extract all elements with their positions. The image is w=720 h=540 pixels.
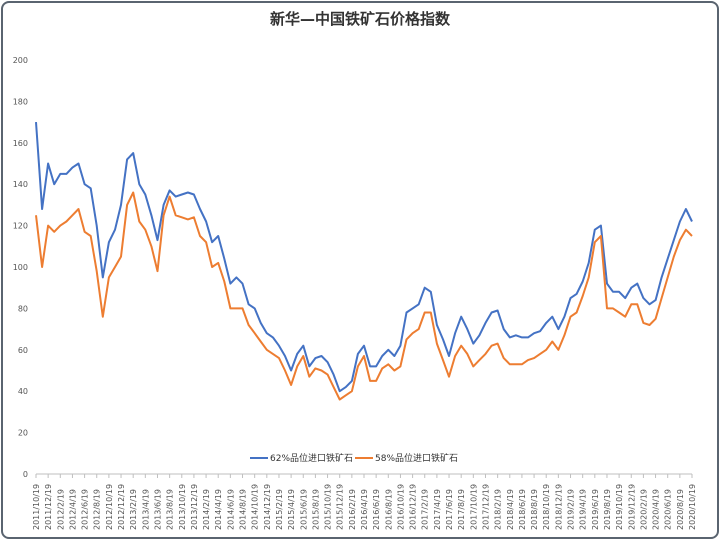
x-tick-label: 2015/6/19 xyxy=(299,489,308,530)
x-tick-label: 2014/12/19 xyxy=(263,484,272,530)
x-tick-label: 2015/10/19 xyxy=(324,484,333,530)
x-tick-label: 2013/8/19 xyxy=(166,489,175,530)
y-tick-label: 80 xyxy=(18,304,28,313)
x-tick-label: 2016/8/19 xyxy=(384,489,393,530)
x-tick-label: 2016/12/19 xyxy=(409,484,418,530)
y-tick-label: 0 xyxy=(23,470,28,479)
x-tick-label: 2011/10/19 xyxy=(32,484,41,530)
legend-label: 62%品位进口铁矿石 xyxy=(270,452,353,464)
x-tick-label: 2014/4/19 xyxy=(214,489,223,530)
series-line-62 xyxy=(35,122,693,393)
x-tick-label: 2012/2/19 xyxy=(56,489,65,530)
x-tick-label: 2018/10/19 xyxy=(542,484,551,530)
x-tick-label: 2018/4/19 xyxy=(506,489,515,530)
x-tick-label: 2019/4/19 xyxy=(579,489,588,530)
x-tick-label: 2013/4/19 xyxy=(141,489,150,530)
series-line-58 xyxy=(35,191,693,401)
x-tick-label: 2018/12/19 xyxy=(554,484,563,530)
x-tick-label: 2020/4/19 xyxy=(652,489,661,530)
x-tick-label: 2014/6/19 xyxy=(226,489,235,530)
x-tick-label: 2015/2/19 xyxy=(275,489,284,530)
x-tick-label: 2020/8/19 xyxy=(676,489,685,530)
x-tick-label: 2012/12/19 xyxy=(117,484,126,530)
x-tick-label: 2019/10/19 xyxy=(615,484,624,530)
x-tick-label: 2017/8/19 xyxy=(457,489,466,530)
x-tick-label: 2012/6/19 xyxy=(81,489,90,530)
x-tick-label: 2019/8/19 xyxy=(603,489,612,530)
x-tick-label: 2016/10/19 xyxy=(396,484,405,530)
x-tick-label: 2016/2/19 xyxy=(348,489,357,530)
x-tick-label: 2018/8/19 xyxy=(530,489,539,530)
x-tick-label: 2019/12/19 xyxy=(627,484,636,530)
x-tick-label: 2015/4/19 xyxy=(287,489,296,530)
y-tick-label: 20 xyxy=(18,429,28,438)
legend-label: 58%品位进口铁矿石 xyxy=(375,452,458,464)
x-tick-label: 2012/8/19 xyxy=(93,489,102,530)
x-tick-label: 2014/2/19 xyxy=(202,489,211,530)
x-tick-label: 2017/10/19 xyxy=(469,484,478,530)
x-tick-label: 2017/4/19 xyxy=(433,489,442,530)
x-tick-label: 2017/6/19 xyxy=(445,489,454,530)
x-tick-label: 2013/2/19 xyxy=(129,489,138,530)
x-tick-label: 2020/2/19 xyxy=(639,489,648,530)
y-tick-label: 60 xyxy=(18,346,28,355)
y-tick-label: 140 xyxy=(13,180,28,189)
x-tick-label: 2018/6/19 xyxy=(518,489,527,530)
y-tick-label: 100 xyxy=(13,263,28,272)
x-tick-label: 2013/10/19 xyxy=(178,484,187,530)
x-tick-label: 2020/6/19 xyxy=(664,489,673,530)
x-tick-label: 2014/10/19 xyxy=(251,484,260,530)
x-tick-label: 2015/12/19 xyxy=(336,484,345,530)
x-tick-label: 2019/6/19 xyxy=(591,489,600,530)
y-tick-label: 120 xyxy=(13,222,28,231)
x-tick-label: 2013/12/19 xyxy=(190,484,199,530)
x-tick-label: 2019/2/19 xyxy=(567,489,576,530)
x-tick-label: 2015/8/19 xyxy=(311,489,320,530)
x-tick-label: 2013/6/19 xyxy=(153,489,162,530)
x-tick-label: 2016/4/19 xyxy=(360,489,369,530)
x-tick-label: 2017/12/19 xyxy=(481,484,490,530)
x-tick-label: 2017/2/19 xyxy=(421,489,430,530)
y-tick-label: 160 xyxy=(13,139,28,148)
x-tick-label: 2012/4/19 xyxy=(68,489,77,530)
x-tick-label: 2020/10/19 xyxy=(688,484,697,530)
x-tick-label: 2012/10/19 xyxy=(105,484,114,530)
x-tick-label: 2016/6/19 xyxy=(372,489,381,530)
x-tick-label: 2018/2/19 xyxy=(494,489,503,530)
x-tick-label: 2014/8/19 xyxy=(239,489,248,530)
chart-title: 新华—中国铁矿石价格指数 xyxy=(270,10,451,28)
y-tick-label: 200 xyxy=(13,56,28,65)
x-tick-label: 2011/12/19 xyxy=(44,484,53,530)
y-tick-label: 40 xyxy=(18,387,28,396)
y-tick-label: 180 xyxy=(13,97,28,106)
